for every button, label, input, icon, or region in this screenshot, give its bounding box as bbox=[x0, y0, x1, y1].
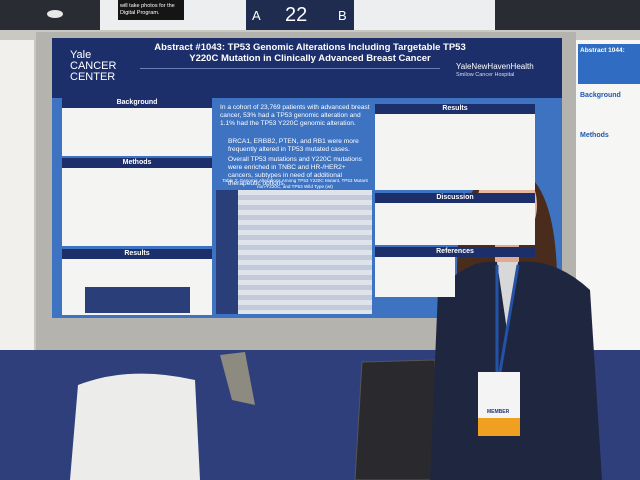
section-header: Results bbox=[375, 104, 535, 114]
ceiling-light bbox=[47, 10, 63, 18]
sign-letter-b: B bbox=[338, 8, 347, 23]
sign-note-box bbox=[118, 0, 184, 20]
badge-label: MEMBER bbox=[487, 409, 510, 415]
right-poster-title: Abstract 1044: bbox=[580, 47, 625, 54]
ynhh-sub: Smilow Cancer Hospital bbox=[456, 72, 515, 78]
section-header: Discussion bbox=[375, 193, 535, 203]
text-panel bbox=[62, 168, 212, 246]
section-header: Results bbox=[62, 249, 212, 259]
sign-note: will take photos for the Digital Program… bbox=[120, 3, 175, 16]
author-lines bbox=[140, 68, 440, 91]
section-header: Background bbox=[62, 98, 212, 108]
white-chair bbox=[70, 373, 200, 480]
section-header: References bbox=[375, 247, 535, 257]
text-panel bbox=[375, 114, 535, 190]
sign-number: 22 bbox=[285, 4, 308, 26]
right-poster-header bbox=[578, 44, 640, 84]
table-caption: Table 2: Genomic Alterations Among TP53 … bbox=[222, 178, 368, 189]
blazer bbox=[430, 261, 602, 480]
right-poster-section: Methods bbox=[580, 132, 609, 139]
person-legs bbox=[220, 352, 255, 405]
poster-title: Abstract #1043: TP53 Genomic Alterations… bbox=[154, 42, 466, 64]
ynhh-logo: YaleNewHavenHealth bbox=[456, 62, 534, 71]
key-finding: Overall TP53 mutations and Y220C mutatio… bbox=[228, 156, 362, 187]
section-header: Methods bbox=[62, 158, 212, 168]
table-row-labels bbox=[216, 190, 238, 314]
blouse bbox=[497, 262, 518, 330]
dark-chair bbox=[354, 359, 441, 480]
key-finding: In a cohort of 23,769 patients with adva… bbox=[220, 104, 370, 127]
data-table bbox=[216, 190, 372, 314]
right-poster-section: Background bbox=[580, 92, 621, 99]
text-panel bbox=[375, 257, 455, 297]
sign-letter-a: A bbox=[252, 8, 261, 23]
badge-stripe bbox=[478, 418, 520, 436]
yale-logo: Yale CANCER CENTER bbox=[70, 49, 117, 83]
text-panel bbox=[62, 108, 212, 156]
small-table bbox=[85, 287, 190, 313]
sign-number-box bbox=[246, 0, 354, 32]
text-panel bbox=[375, 203, 535, 245]
key-finding: BRCA1, ERBB2, PTEN, and RB1 were more fr… bbox=[228, 138, 359, 153]
lanyard bbox=[495, 264, 520, 373]
